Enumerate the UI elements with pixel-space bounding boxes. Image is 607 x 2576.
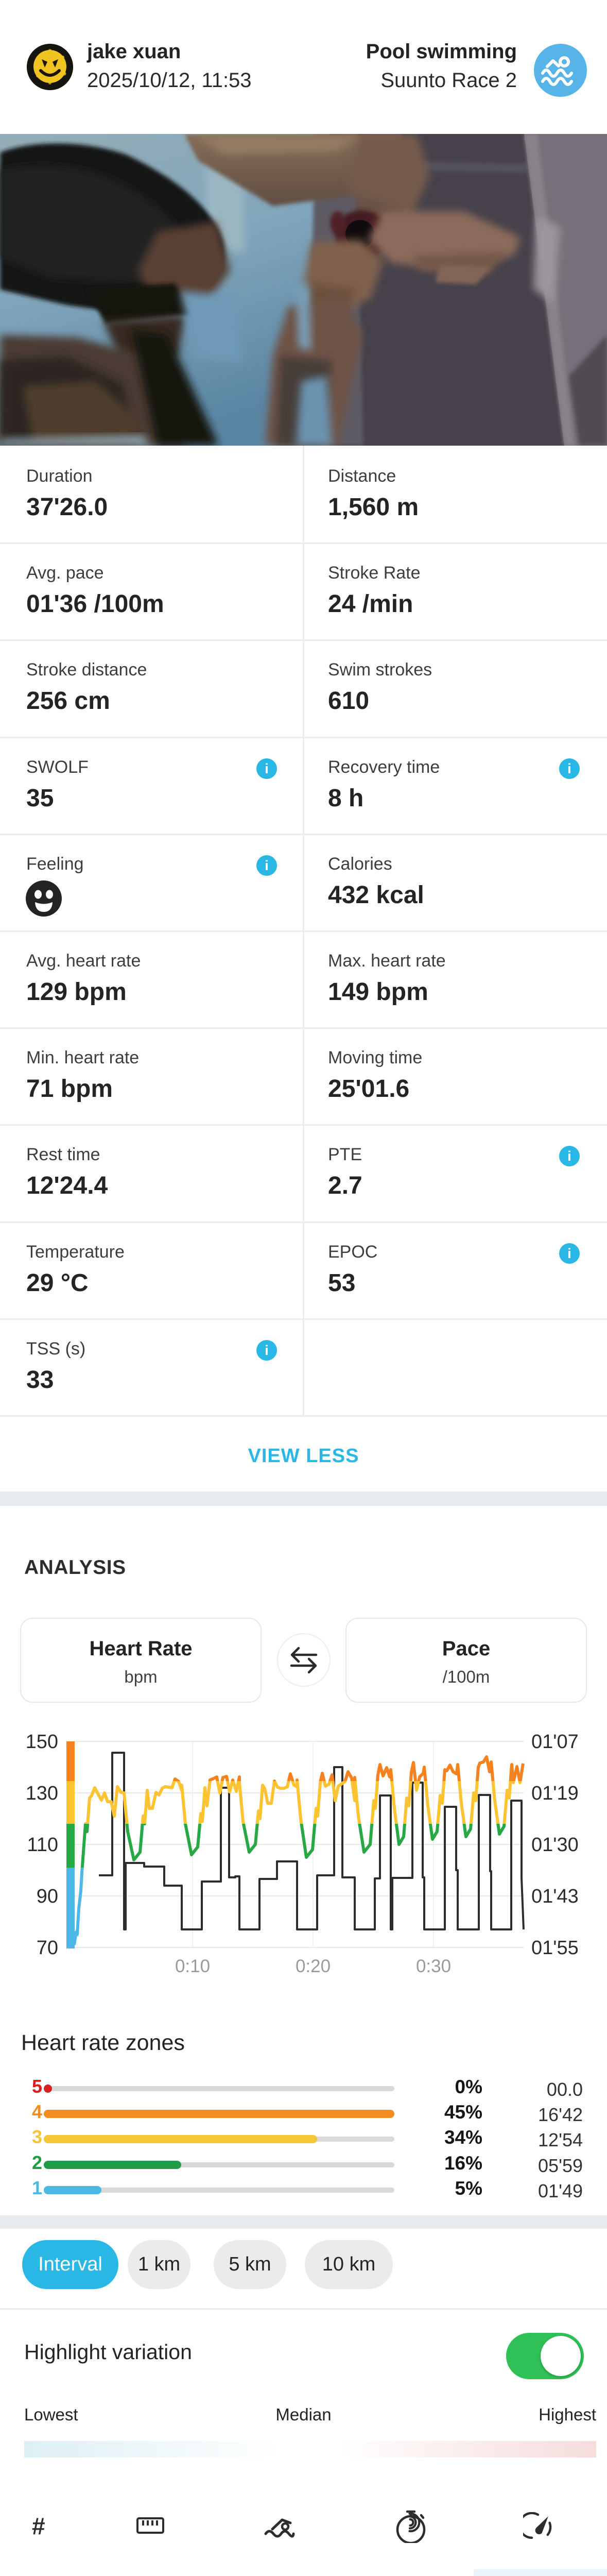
svg-text:90: 90: [37, 1886, 58, 1907]
svg-text:0:30: 0:30: [416, 1956, 451, 1976]
svg-text:01'43: 01'43: [531, 1886, 579, 1907]
svg-text:01'19: 01'19: [531, 1783, 579, 1804]
svg-text:01'07: 01'07: [531, 1731, 579, 1753]
svg-text:0:20: 0:20: [296, 1956, 331, 1976]
svg-text:70: 70: [37, 1937, 58, 1959]
svg-text:01'30: 01'30: [531, 1834, 579, 1856]
svg-text:150: 150: [26, 1731, 58, 1753]
svg-text:0:10: 0:10: [175, 1956, 210, 1976]
svg-text:130: 130: [26, 1783, 58, 1804]
svg-text:01'55: 01'55: [531, 1937, 579, 1959]
svg-text:110: 110: [27, 1834, 58, 1856]
